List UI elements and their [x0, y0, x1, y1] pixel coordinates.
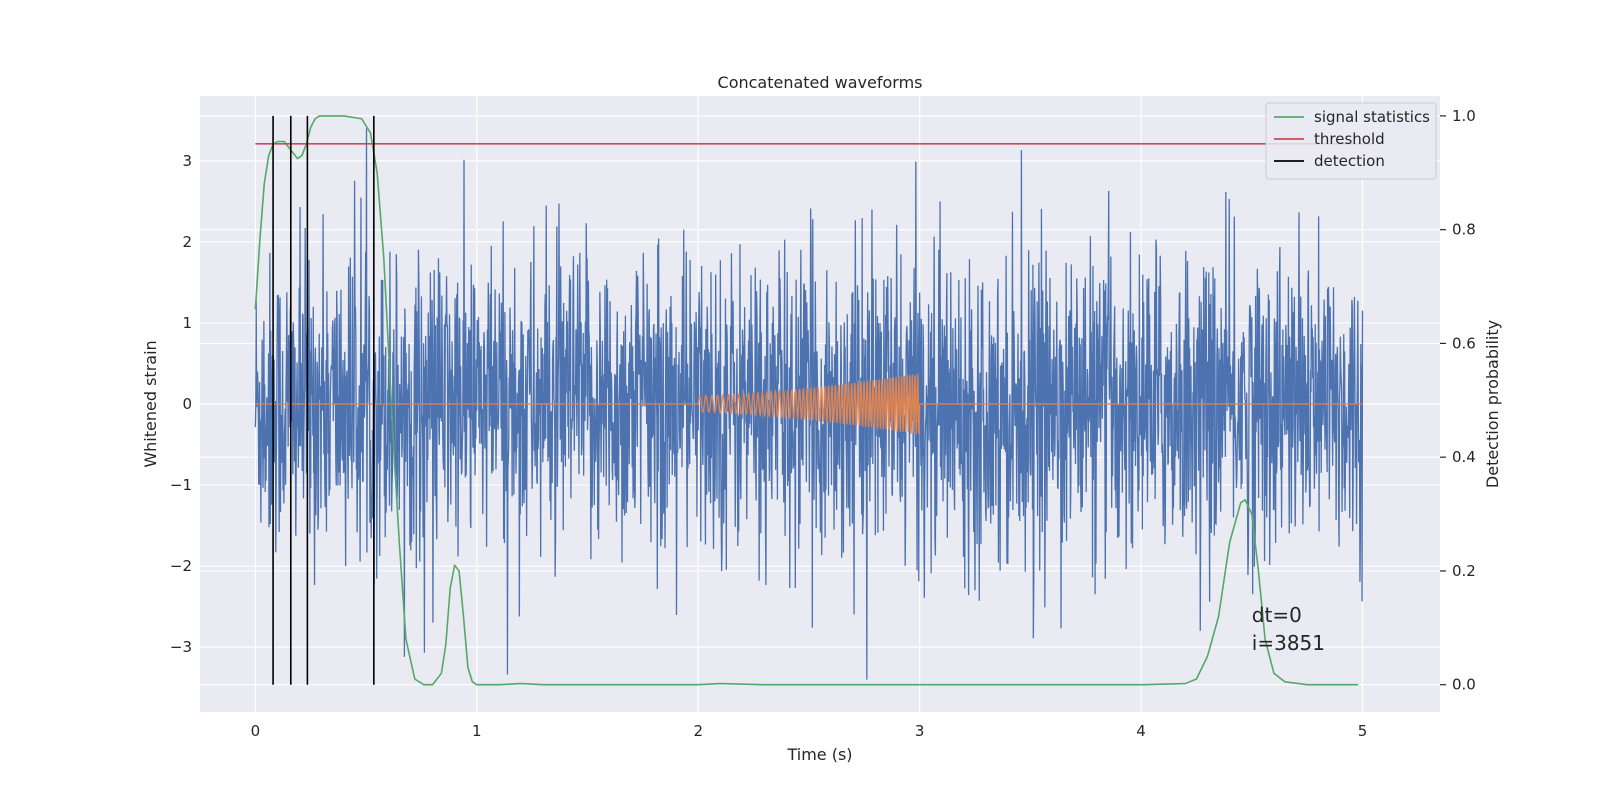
y2-tick-label: 0.8 — [1452, 221, 1476, 239]
x-tick-label: 2 — [693, 722, 703, 740]
y-tick-label: −1 — [170, 476, 192, 494]
y-axis-right: 0.0 0.2 0.4 0.6 0.8 1.0 — [1440, 107, 1476, 694]
y2-tick-label: 0.0 — [1452, 676, 1476, 694]
legend-label: threshold — [1314, 130, 1385, 148]
legend-label: signal statistics — [1314, 108, 1430, 126]
annotation-text: i=3851 — [1252, 631, 1325, 655]
y2-tick-label: 0.6 — [1452, 334, 1476, 352]
legend: signal statistics threshold detection — [1265, 102, 1437, 180]
legend-box — [1265, 102, 1437, 180]
y-tick-label: 2 — [182, 233, 192, 251]
legend-label: detection — [1314, 152, 1385, 170]
x-axis: 0 1 2 3 4 5 — [251, 722, 1368, 740]
x-tick-label: 5 — [1358, 722, 1368, 740]
y-tick-label: −3 — [170, 638, 192, 656]
chirp-series-line — [255, 373, 1363, 435]
y-tick-label: 0 — [182, 395, 192, 413]
x-tick-label: 0 — [251, 722, 261, 740]
chart-title: Concatenated waveforms — [718, 73, 923, 92]
x-axis-label: Time (s) — [786, 745, 852, 764]
y2-tick-label: 0.2 — [1452, 562, 1476, 580]
y-axis-left: −3 −2 −1 0 1 2 3 — [170, 152, 192, 656]
annotations: dt=0 i=3851 — [1252, 603, 1325, 655]
y2-axis-label: Detection probability — [1483, 320, 1502, 488]
y-tick-label: 1 — [182, 314, 192, 332]
annotation-text: dt=0 — [1252, 603, 1302, 627]
x-tick-label: 4 — [1136, 722, 1146, 740]
noise-series-line — [254, 128, 1364, 680]
x-tick-label: 1 — [472, 722, 482, 740]
y-axis-label: Whitened strain — [141, 340, 160, 467]
y2-tick-label: 1.0 — [1452, 107, 1476, 125]
x-tick-label: 3 — [915, 722, 925, 740]
y2-tick-label: 0.4 — [1452, 448, 1476, 466]
y-tick-label: 3 — [182, 152, 192, 170]
traces — [254, 115, 1374, 686]
y-tick-label: −2 — [170, 557, 192, 575]
